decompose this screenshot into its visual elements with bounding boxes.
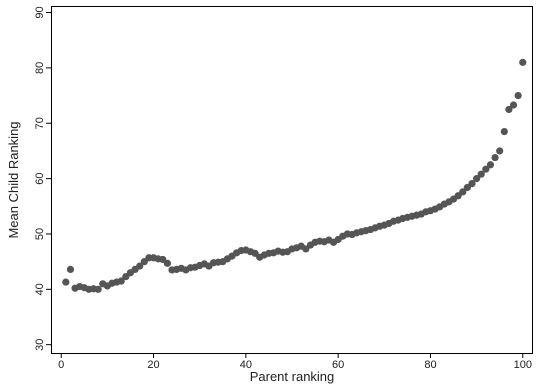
x-axis-label: Parent ranking bbox=[250, 369, 335, 384]
data-point bbox=[477, 170, 485, 178]
y-axis-label: Mean Child Ranking bbox=[6, 121, 21, 238]
data-point bbox=[117, 277, 125, 285]
y-tick-label: 80 bbox=[34, 62, 46, 74]
data-point bbox=[496, 147, 504, 155]
x-tick-label: 40 bbox=[240, 359, 252, 371]
data-point bbox=[66, 265, 75, 274]
data-point bbox=[94, 285, 102, 293]
data-point bbox=[505, 105, 513, 114]
data-point bbox=[459, 188, 467, 196]
x-tick-label: 0 bbox=[58, 359, 64, 371]
data-point bbox=[519, 58, 527, 66]
plot-frame bbox=[51, 6, 533, 354]
y-tick-label: 90 bbox=[34, 6, 46, 18]
data-points bbox=[62, 58, 527, 293]
y-tick-label: 60 bbox=[34, 172, 46, 184]
y-tick-label: 30 bbox=[34, 339, 46, 351]
y-axis: 30 40 50 60 70 80 90 bbox=[34, 6, 52, 351]
data-point bbox=[163, 259, 171, 267]
x-tick-label: 60 bbox=[332, 359, 344, 371]
data-point bbox=[486, 161, 495, 169]
data-point bbox=[136, 262, 144, 270]
x-tick-label: 100 bbox=[514, 359, 532, 371]
data-point bbox=[62, 278, 70, 286]
data-point bbox=[473, 175, 481, 183]
data-point bbox=[491, 153, 499, 162]
data-point bbox=[514, 91, 522, 100]
data-point bbox=[509, 101, 518, 109]
y-tick-label: 70 bbox=[34, 117, 46, 129]
data-point bbox=[500, 127, 508, 136]
x-tick-label: 80 bbox=[424, 359, 436, 371]
y-tick-label: 50 bbox=[34, 228, 46, 240]
data-point bbox=[482, 165, 490, 173]
data-point bbox=[468, 179, 476, 188]
x-tick-label: 20 bbox=[147, 359, 159, 371]
x-axis: 0 20 40 60 80 100 bbox=[58, 353, 532, 371]
y-tick-label: 40 bbox=[34, 283, 46, 295]
